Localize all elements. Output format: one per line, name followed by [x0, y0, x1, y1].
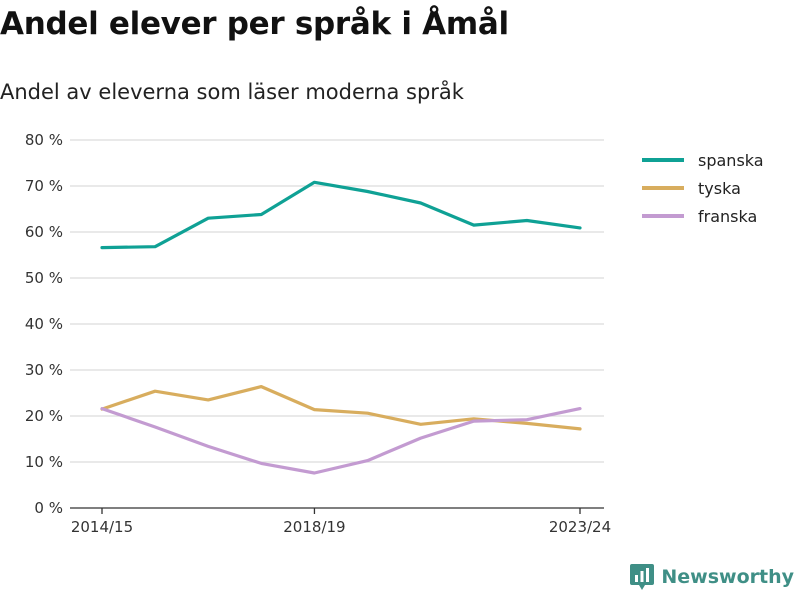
- x-tick-label: 2023/24: [549, 518, 611, 536]
- y-tick-label: 50 %: [25, 269, 63, 287]
- y-tick-label: 40 %: [25, 315, 63, 333]
- x-tick-label: 2014/15: [71, 518, 133, 536]
- chart-title: Andel elever per språk i Åmål: [0, 6, 509, 42]
- newsworthy-logo-icon: [630, 564, 655, 590]
- x-tick-label: 2018/19: [283, 518, 345, 536]
- newsworthy-logo-text: Newsworthy: [661, 566, 794, 588]
- legend-label-tyska: tyska: [698, 179, 741, 198]
- chart-subtitle: Andel av eleverna som läser moderna språ…: [0, 80, 464, 104]
- y-tick-label: 70 %: [25, 177, 63, 195]
- series-line-franska: [100, 407, 582, 475]
- y-tick-label: 60 %: [25, 223, 63, 241]
- y-tick-label: 0 %: [34, 499, 63, 517]
- y-tick-label: 30 %: [25, 361, 63, 379]
- series-line-spanska: [100, 180, 582, 250]
- legend-label-spanska: spanska: [698, 151, 764, 170]
- y-tick-label: 20 %: [25, 407, 63, 425]
- legend-label-franska: franska: [698, 207, 757, 226]
- y-tick-label: 80 %: [25, 131, 63, 149]
- series-line-tyska: [100, 385, 582, 431]
- newsworthy-logo: Newsworthy: [629, 562, 794, 592]
- y-tick-label: 10 %: [25, 453, 63, 471]
